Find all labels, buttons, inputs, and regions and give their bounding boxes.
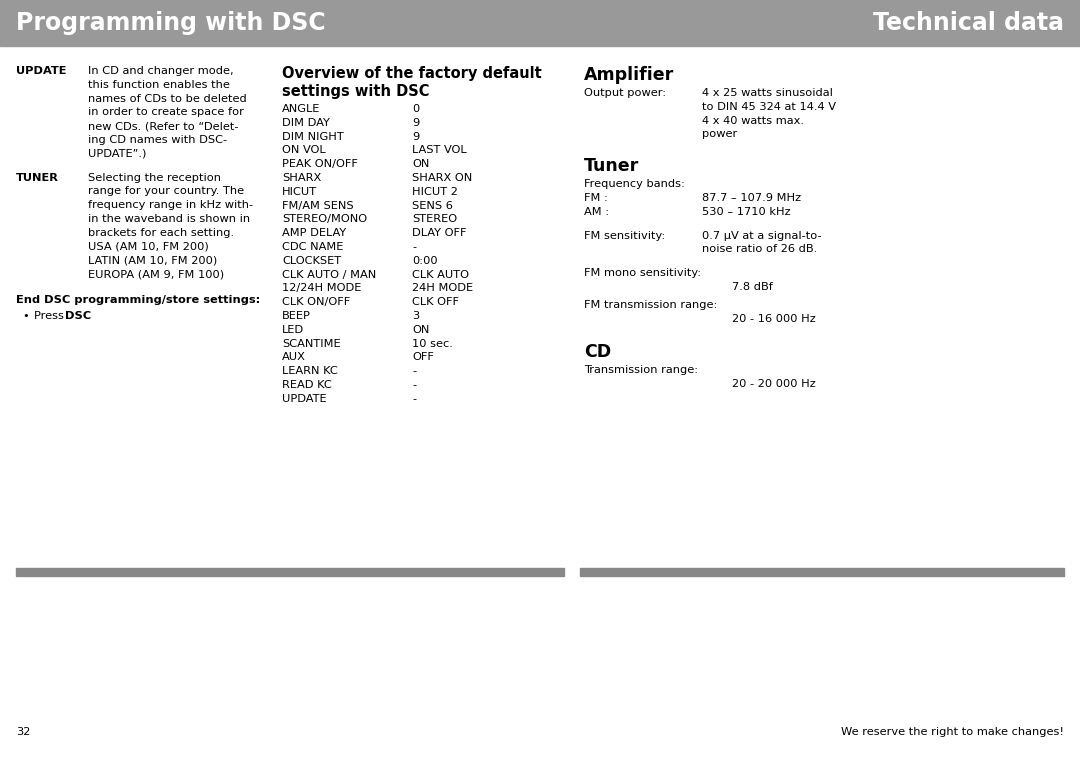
Text: settings with DSC: settings with DSC	[282, 84, 430, 99]
Text: 0:00: 0:00	[411, 256, 437, 266]
Text: READ KC: READ KC	[282, 380, 332, 390]
Text: FM :: FM :	[584, 193, 608, 203]
Bar	[16, 568, 564, 576]
Text: Frequency bands:: Frequency bands:	[584, 179, 685, 189]
Text: USA (AM 10, FM 200): USA (AM 10, FM 200)	[87, 242, 208, 251]
Text: 7.8 dBf: 7.8 dBf	[732, 282, 773, 292]
Text: 24H MODE: 24H MODE	[411, 283, 473, 293]
Text: UPDATE: UPDATE	[282, 394, 326, 404]
Text: CLK AUTO / MAN: CLK AUTO / MAN	[282, 270, 376, 280]
Text: FM/AM SENS: FM/AM SENS	[282, 200, 353, 210]
Text: FM transmission range:: FM transmission range:	[584, 299, 717, 310]
Text: AMP DELAY: AMP DELAY	[282, 228, 347, 239]
Text: TUNER: TUNER	[16, 173, 59, 183]
Text: CDC NAME: CDC NAME	[282, 242, 343, 252]
Text: 20 - 20 000 Hz: 20 - 20 000 Hz	[732, 379, 815, 389]
Text: End DSC programming/store settings:: End DSC programming/store settings:	[16, 295, 260, 305]
Text: LATIN (AM 10, FM 200): LATIN (AM 10, FM 200)	[87, 255, 217, 265]
Text: Amplifier: Amplifier	[584, 66, 674, 84]
Text: EUROPA (AM 9, FM 100): EUROPA (AM 9, FM 100)	[87, 269, 225, 279]
Text: 3: 3	[411, 311, 419, 321]
Text: DIM DAY: DIM DAY	[282, 118, 329, 128]
Text: HICUT: HICUT	[282, 187, 318, 197]
Text: names of CDs to be deleted: names of CDs to be deleted	[87, 94, 246, 104]
Text: LAST VOL: LAST VOL	[411, 146, 467, 155]
Text: CLK OFF: CLK OFF	[411, 297, 459, 307]
Text: 0.7 μV at a signal-to-: 0.7 μV at a signal-to-	[702, 231, 822, 241]
Text: Technical data: Technical data	[873, 11, 1064, 35]
Text: Programming with DSC: Programming with DSC	[16, 11, 326, 35]
Text: CLK AUTO: CLK AUTO	[411, 270, 469, 280]
Text: STEREO: STEREO	[411, 214, 457, 224]
Text: SHARX ON: SHARX ON	[411, 173, 472, 183]
Text: 4 x 40 watts max.: 4 x 40 watts max.	[702, 116, 804, 126]
Text: in order to create space for: in order to create space for	[87, 107, 244, 117]
Text: 4 x 25 watts sinusoidal: 4 x 25 watts sinusoidal	[702, 88, 833, 98]
Text: 20 - 16 000 Hz: 20 - 16 000 Hz	[732, 314, 815, 324]
Text: -: -	[411, 394, 416, 404]
Text: SHARX: SHARX	[282, 173, 321, 183]
Text: 0: 0	[411, 104, 419, 114]
Text: 87.7 – 107.9 MHz: 87.7 – 107.9 MHz	[702, 193, 801, 203]
Text: -: -	[411, 242, 416, 252]
Text: to DIN 45 324 at 14.4 V: to DIN 45 324 at 14.4 V	[702, 102, 836, 112]
Text: ON: ON	[411, 325, 430, 335]
Text: DLAY OFF: DLAY OFF	[411, 228, 467, 239]
Text: AM :: AM :	[584, 207, 609, 217]
Text: in the waveband is shown in: in the waveband is shown in	[87, 214, 251, 224]
Text: SCANTIME: SCANTIME	[282, 338, 340, 348]
Text: OFF: OFF	[411, 352, 434, 363]
Text: UPDATE”.): UPDATE”.)	[87, 149, 147, 158]
Text: PEAK ON/OFF: PEAK ON/OFF	[282, 159, 357, 169]
Text: CD: CD	[584, 344, 611, 361]
Bar	[0, 0, 1080, 46]
Text: power: power	[702, 130, 738, 139]
Text: Tuner: Tuner	[584, 157, 639, 175]
Text: new CDs. (Refer to “Delet-: new CDs. (Refer to “Delet-	[87, 121, 239, 131]
Text: 9: 9	[411, 132, 419, 142]
Text: ON VOL: ON VOL	[282, 146, 326, 155]
Text: FM mono sensitivity:: FM mono sensitivity:	[584, 268, 701, 278]
Text: CLK ON/OFF: CLK ON/OFF	[282, 297, 350, 307]
Text: 10 sec.: 10 sec.	[411, 338, 453, 348]
Text: Selecting the reception: Selecting the reception	[87, 173, 221, 183]
Text: ing CD names with DSC-: ing CD names with DSC-	[87, 135, 227, 145]
Text: SENS 6: SENS 6	[411, 200, 453, 210]
Text: 9: 9	[411, 118, 419, 128]
Text: FM sensitivity:: FM sensitivity:	[584, 231, 665, 241]
Text: •: •	[22, 311, 29, 321]
Text: HICUT 2: HICUT 2	[411, 187, 458, 197]
Text: AUX: AUX	[282, 352, 306, 363]
Text: In CD and changer mode,: In CD and changer mode,	[87, 66, 233, 76]
Text: Output power:: Output power:	[584, 88, 666, 98]
Text: brackets for each setting.: brackets for each setting.	[87, 228, 234, 238]
Text: DSC: DSC	[65, 311, 91, 321]
Text: this function enables the: this function enables the	[87, 80, 230, 90]
Text: 32: 32	[16, 727, 30, 737]
Text: Overview of the factory default: Overview of the factory default	[282, 66, 542, 81]
Text: BEEP: BEEP	[282, 311, 311, 321]
Text: ANGLE: ANGLE	[282, 104, 321, 114]
Text: noise ratio of 26 dB.: noise ratio of 26 dB.	[702, 245, 818, 255]
Text: DIM NIGHT: DIM NIGHT	[282, 132, 343, 142]
Text: Transmission range:: Transmission range:	[584, 366, 698, 376]
Text: UPDATE: UPDATE	[16, 66, 67, 76]
Text: -: -	[411, 367, 416, 376]
Text: STEREO/MONO: STEREO/MONO	[282, 214, 367, 224]
Text: Press: Press	[33, 311, 67, 321]
Text: LEARN KC: LEARN KC	[282, 367, 338, 376]
Text: CLOCKSET: CLOCKSET	[282, 256, 341, 266]
Text: We reserve the right to make changes!: We reserve the right to make changes!	[841, 727, 1064, 737]
Text: 530 – 1710 kHz: 530 – 1710 kHz	[702, 207, 791, 217]
Text: range for your country. The: range for your country. The	[87, 187, 244, 197]
Text: -: -	[411, 380, 416, 390]
Text: LED: LED	[282, 325, 305, 335]
Text: frequency range in kHz with-: frequency range in kHz with-	[87, 200, 253, 210]
Bar	[580, 568, 1064, 576]
Text: 12/24H MODE: 12/24H MODE	[282, 283, 362, 293]
Text: .: .	[87, 311, 91, 321]
Text: ON: ON	[411, 159, 430, 169]
